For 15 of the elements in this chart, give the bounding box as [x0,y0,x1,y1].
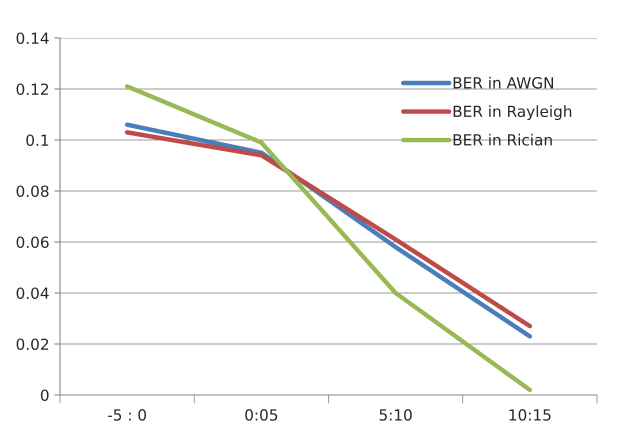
y-tick-label: 0 [40,389,49,402]
legend-label: BER in Rician [454,134,552,146]
y-tick-label: 0.1 [26,134,48,146]
y-tick-label: 0.06 [16,236,49,248]
x-tick-label: 10:15 [510,409,551,421]
y-tick-label: 0.02 [16,338,48,350]
y-tick-label: 0.14 [16,32,49,44]
x-tick-label: -5 : 0 [108,409,146,421]
y-tick-label: 0.08 [16,185,49,198]
x-tick-label: 0:05 [245,409,278,421]
legend-label: BER in AWGN [454,76,554,89]
y-tick-label: 0.04 [16,287,49,300]
y-tick-label: 0.12 [16,83,48,96]
legend-label: BER in Rayleigh [454,105,572,120]
x-tick-label: 5:10 [380,409,412,421]
